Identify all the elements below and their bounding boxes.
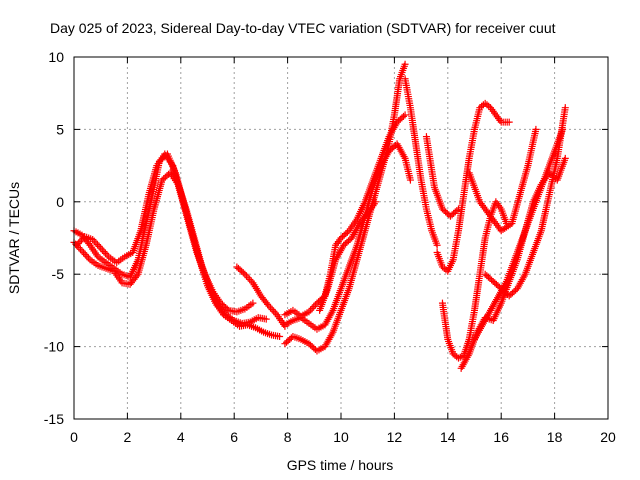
x-tick-label: 0 bbox=[70, 429, 78, 445]
y-tick-label: -10 bbox=[44, 339, 64, 355]
y-tick-label: -15 bbox=[44, 411, 64, 427]
data-point bbox=[244, 274, 252, 282]
series-arc-n bbox=[471, 125, 567, 343]
x-tick-label: 16 bbox=[493, 429, 509, 445]
series-arc-j bbox=[422, 133, 462, 220]
data-point bbox=[95, 242, 103, 250]
data-point bbox=[98, 246, 106, 254]
y-tick-label: 0 bbox=[56, 194, 64, 210]
series-arc-h bbox=[316, 198, 380, 314]
series-arc-l bbox=[438, 198, 511, 362]
data-point bbox=[97, 244, 105, 252]
data-point bbox=[453, 206, 461, 214]
y-axis-label: SDTVAR / TECUs bbox=[6, 182, 22, 294]
x-tick-label: 14 bbox=[440, 429, 456, 445]
series-arc-c bbox=[73, 150, 257, 316]
x-tick-label: 8 bbox=[284, 429, 292, 445]
series-arc-i bbox=[401, 75, 441, 249]
data-point bbox=[372, 198, 380, 206]
data-point bbox=[80, 249, 88, 257]
data-point bbox=[239, 269, 247, 277]
x-tick-label: 18 bbox=[547, 429, 563, 445]
data-point bbox=[223, 305, 231, 313]
data-point bbox=[81, 251, 89, 259]
series-arc-e bbox=[281, 60, 409, 355]
data-point bbox=[362, 211, 370, 219]
x-tick-label: 6 bbox=[230, 429, 238, 445]
data-point bbox=[308, 304, 316, 312]
series-arc-d bbox=[233, 263, 289, 330]
chart-title: Day 025 of 2023, Sidereal Day-to-day VTE… bbox=[50, 20, 556, 36]
data-point bbox=[102, 249, 110, 257]
x-tick-label: 10 bbox=[333, 429, 349, 445]
x-tick-label: 4 bbox=[177, 429, 185, 445]
data-point bbox=[401, 111, 409, 119]
data-point bbox=[343, 228, 351, 236]
data-point bbox=[401, 60, 409, 68]
data-point bbox=[84, 254, 92, 262]
x-tick-labels: 0 2 4 6 8 10 12 14 16 18 20 bbox=[70, 429, 616, 445]
data-point bbox=[311, 301, 319, 309]
x-tick-label: 20 bbox=[600, 429, 616, 445]
y-tick-labels: -15 -10 -5 0 5 10 bbox=[44, 49, 64, 427]
data-point bbox=[399, 112, 407, 120]
data-point bbox=[270, 307, 278, 315]
data-point bbox=[532, 125, 540, 133]
data-point bbox=[561, 154, 569, 162]
series-arc-o bbox=[481, 104, 569, 300]
series-arc-p bbox=[465, 125, 540, 235]
axis-ticks bbox=[73, 56, 609, 420]
data-point bbox=[100, 248, 108, 256]
y-tick-label: -5 bbox=[52, 266, 65, 282]
data-point bbox=[406, 176, 414, 184]
data-point bbox=[242, 272, 250, 280]
series-arc-k bbox=[433, 99, 513, 275]
y-tick-label: 5 bbox=[56, 121, 64, 137]
x-tick-label: 12 bbox=[387, 429, 403, 445]
data-point bbox=[249, 299, 257, 307]
y-tick-label: 10 bbox=[48, 49, 64, 65]
data-point bbox=[310, 303, 318, 311]
data-point bbox=[268, 306, 276, 314]
data-point bbox=[93, 241, 101, 249]
data-point bbox=[262, 315, 270, 323]
data-point bbox=[264, 300, 272, 308]
data-point bbox=[505, 118, 513, 126]
data-point bbox=[561, 104, 569, 112]
data-point bbox=[433, 241, 441, 249]
data-point bbox=[103, 251, 111, 259]
series-arc-g bbox=[281, 111, 409, 320]
data-point bbox=[246, 275, 254, 283]
data-point bbox=[83, 252, 91, 260]
x-tick-label: 2 bbox=[124, 429, 132, 445]
data-point bbox=[133, 272, 141, 280]
data-point bbox=[276, 332, 284, 340]
data-point bbox=[78, 247, 86, 255]
x-axis-label: GPS time / hours bbox=[287, 457, 394, 473]
data-markers bbox=[70, 60, 569, 372]
